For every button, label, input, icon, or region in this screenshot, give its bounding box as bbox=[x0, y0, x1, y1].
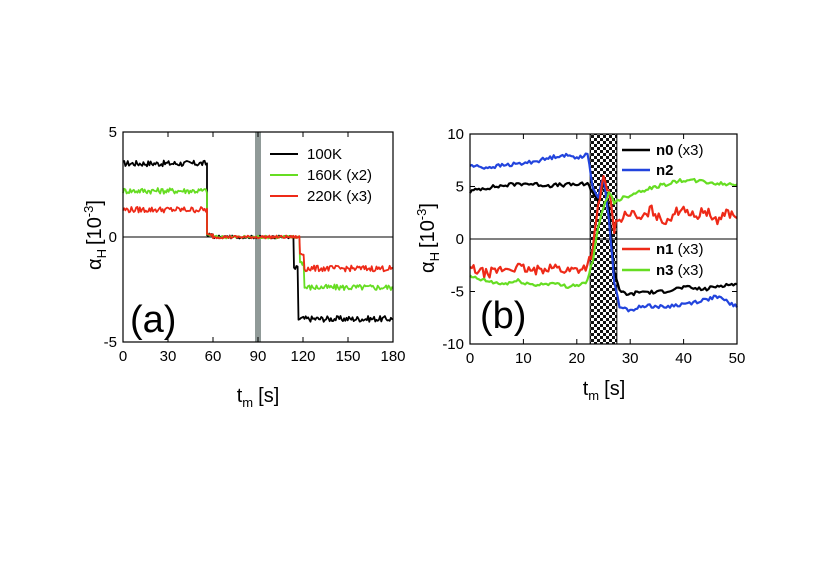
legend: n0 (x3) n2 n1 (x3) n3 (x3) bbox=[622, 142, 704, 279]
x-tick-label: 0 bbox=[466, 350, 474, 367]
x-tick-label: 120 bbox=[290, 348, 315, 365]
legend-label-n0: n0 (x3) bbox=[656, 142, 704, 159]
x-tick-label: 30 bbox=[622, 350, 639, 367]
x-axis-label: tm [s] bbox=[237, 385, 280, 410]
legend-label-100k: 100K bbox=[307, 146, 342, 163]
legend-label-n2: n2 bbox=[656, 162, 674, 179]
series-line-160k bbox=[122, 187, 394, 291]
series-group bbox=[122, 159, 394, 323]
x-tick-label: 180 bbox=[380, 348, 405, 365]
panel-label: (a) bbox=[130, 299, 176, 341]
series-group bbox=[469, 152, 738, 313]
y-axis-label: αH[10-3] bbox=[81, 200, 109, 270]
y-tick-label: 10 bbox=[447, 126, 464, 143]
y-axis-label: αH[10-3] bbox=[414, 203, 442, 273]
legend: 100K 160K (x2) 220K (x3) bbox=[270, 146, 372, 205]
x-tick-label: 50 bbox=[729, 350, 746, 367]
axis-ticks: 0 30 60 90 120 150 180-505 bbox=[104, 124, 406, 365]
panel-label: (b) bbox=[480, 295, 526, 337]
x-tick-label: 0 bbox=[119, 348, 127, 365]
y-tick-label: 5 bbox=[456, 179, 464, 196]
x-tick-label: 10 bbox=[515, 350, 532, 367]
x-axis-label: tm [s] bbox=[583, 378, 626, 403]
series-line-n1 bbox=[469, 175, 738, 279]
legend-label-220k: 220K (x3) bbox=[307, 188, 372, 205]
legend-label-n3: n3 (x3) bbox=[656, 262, 704, 279]
x-tick-label: 90 bbox=[250, 348, 267, 365]
x-tick-label: 150 bbox=[335, 348, 360, 365]
x-tick-label: 60 bbox=[205, 348, 222, 365]
y-tick-label: 0 bbox=[456, 231, 464, 248]
y-tick-label: -10 bbox=[442, 336, 464, 353]
axis-ticks: 0 10 20 30 40 50 -10 -5 0 5 10 bbox=[442, 126, 745, 367]
series-line-n3 bbox=[469, 177, 738, 289]
x-tick-label: 30 bbox=[160, 348, 177, 365]
y-tick-label: -5 bbox=[104, 334, 117, 351]
legend-label-160k: 160K (x2) bbox=[307, 167, 372, 184]
x-tick-label: 40 bbox=[675, 350, 692, 367]
x-tick-label: 20 bbox=[568, 350, 585, 367]
y-tick-label: -5 bbox=[451, 284, 464, 301]
legend-label-n1: n1 (x3) bbox=[656, 241, 704, 258]
panel-a: 0 30 60 90 120 150 180-505 αH[10-3] tm [s] (a) … bbox=[81, 124, 406, 410]
y-tick-label: 5 bbox=[109, 124, 117, 141]
series-line-220k bbox=[122, 206, 394, 273]
y-tick-label: 0 bbox=[109, 229, 117, 246]
